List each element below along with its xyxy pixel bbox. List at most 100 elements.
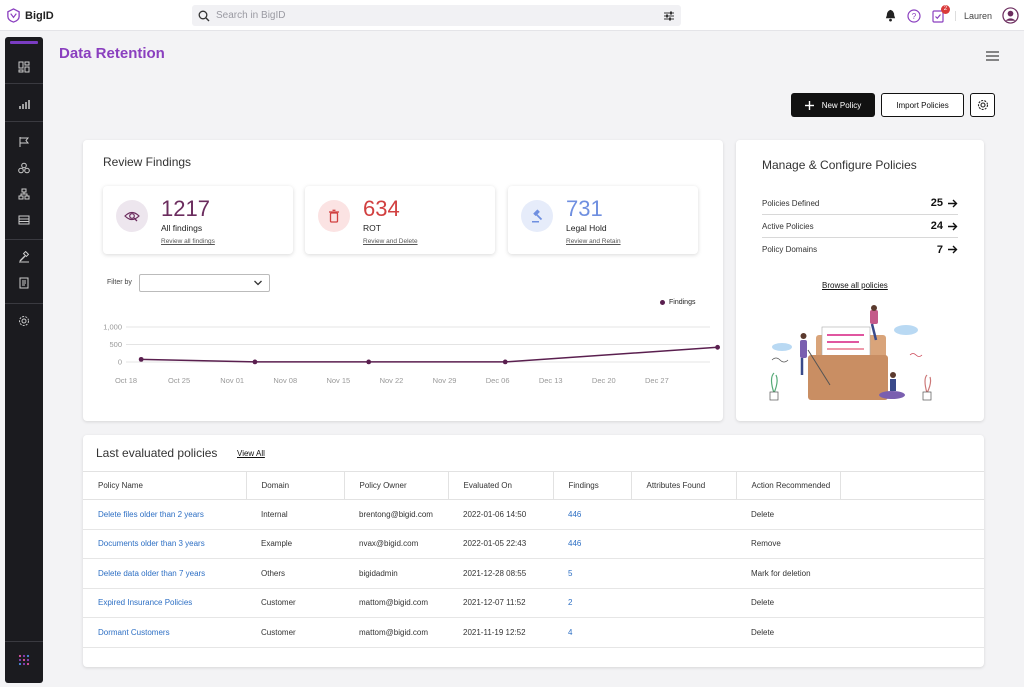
x-tick-label: Dec 27 [645, 376, 669, 385]
bigid-logo-icon [7, 8, 20, 23]
settings-button[interactable] [970, 93, 995, 117]
evaluated-on-cell: 2021-11-19 12:52 [448, 617, 553, 648]
sidebar-item-documents[interactable] [14, 273, 34, 293]
table-row[interactable]: Delete files older than 2 years Internal… [83, 499, 984, 530]
document-list-icon [19, 277, 29, 289]
search-input[interactable]: Search in BigID [192, 5, 681, 26]
policy-name-link[interactable]: Delete files older than 2 years [83, 499, 246, 530]
policy-name-link[interactable]: Expired Insurance Policies [83, 588, 246, 618]
review-and-delete-link[interactable]: Review and Delete [363, 238, 418, 245]
column-header[interactable]: Attributes Found [631, 471, 737, 500]
policies-defined-row[interactable]: Policies Defined 25 [762, 192, 958, 215]
legend-label: Findings [669, 299, 696, 306]
findings-link[interactable]: 5 [553, 558, 631, 589]
app-logo[interactable]: BigID [6, 8, 54, 23]
folder-illustration-icon [769, 305, 932, 401]
search-icon [198, 10, 210, 21]
sidebar-item-dashboard[interactable] [14, 57, 34, 77]
owner-cell: bigidadmin [344, 558, 448, 589]
stat-label: Legal Hold [566, 223, 607, 233]
help-icon[interactable]: ? [907, 8, 921, 23]
legend-dot [660, 300, 665, 305]
attributes-cell [631, 499, 736, 530]
new-policy-button[interactable]: New Policy [791, 93, 875, 117]
chart-legend: Findings [660, 299, 695, 306]
stat-card-legal-hold[interactable]: 731 Legal Hold Review and Retain [508, 186, 698, 254]
stat-icon-circle [318, 200, 350, 232]
findings-link[interactable]: 446 [553, 529, 631, 559]
action-cell: Delete [736, 617, 840, 648]
y-tick-label: 0 [118, 358, 122, 367]
import-policies-button[interactable]: Import Policies [881, 93, 964, 117]
evaluated-on-cell: 2021-12-07 11:52 [448, 588, 553, 618]
sidebar-item-remediation[interactable] [14, 247, 34, 267]
stat-label: ROT [363, 223, 381, 233]
grid-dots-icon [18, 654, 30, 666]
review-and-retain-link[interactable]: Review and Retain [566, 238, 621, 245]
table-row[interactable]: Expired Insurance Policies Customer matt… [83, 588, 984, 618]
gear-icon [977, 99, 988, 111]
column-header-empty [840, 471, 984, 500]
sidebar-item-settings[interactable] [14, 311, 34, 331]
review-findings-title: Review Findings [103, 155, 192, 169]
column-header[interactable]: Findings [553, 471, 632, 500]
attributes-cell [631, 588, 736, 618]
sidebar-divider [5, 83, 43, 84]
owner-cell: nvax@bigid.com [344, 529, 448, 559]
filter-sliders-icon[interactable] [663, 10, 675, 22]
column-header[interactable]: Action Recommended [736, 471, 841, 500]
evaluated-on-cell: 2021-12-28 08:55 [448, 558, 553, 589]
table-row[interactable]: Dormant Customers Customer mattom@bigid.… [83, 617, 984, 648]
policy-name-link[interactable]: Dormant Customers [83, 617, 246, 648]
browse-all-policies-link[interactable]: Browse all policies [822, 281, 888, 290]
tasks-button[interactable]: 2 [931, 4, 950, 23]
data-point [138, 356, 144, 362]
review-all-findings-link[interactable]: Review all findings [161, 238, 215, 245]
findings-link[interactable]: 2 [553, 588, 631, 618]
view-all-link[interactable]: View All [237, 449, 265, 458]
import-policies-label: Import Policies [896, 100, 949, 110]
column-header[interactable]: Evaluated On [448, 471, 554, 500]
avatar-icon[interactable] [1002, 7, 1019, 24]
domain-cell: Example [246, 529, 344, 559]
x-tick-label: Dec 20 [592, 376, 616, 385]
app-launcher-button[interactable] [14, 650, 34, 670]
row-label: Policy Domains [762, 245, 818, 254]
table-row[interactable]: Documents older than 3 years Example nva… [83, 529, 984, 559]
user-name[interactable]: Lauren [954, 10, 992, 21]
findings-link[interactable]: 446 [553, 499, 631, 530]
x-tick-label: Nov 01 [220, 376, 244, 385]
x-tick-label: Nov 22 [380, 376, 404, 385]
arrow-right-icon [948, 199, 958, 207]
stat-card-all-findings[interactable]: 1217 All findings Review all findings [103, 186, 293, 254]
dashboard-icon [18, 61, 30, 73]
filter-select[interactable] [139, 274, 270, 292]
stat-value: 1217 [161, 196, 210, 221]
owner-cell: mattom@bigid.com [344, 617, 448, 648]
stat-icon-circle [116, 200, 148, 232]
policies-table: Policy Name Domain Policy Owner Evaluate… [83, 471, 984, 648]
active-policies-row[interactable]: Active Policies 24 [762, 215, 958, 238]
policy-name-link[interactable]: Documents older than 3 years [83, 529, 246, 559]
findings-line-chart: 1,000 500 0 Oct 18 Oct 25 Nov 01 Nov 08 Nov 15 N… [103, 323, 720, 385]
policy-domains-row[interactable]: Policy Domains 7 [762, 238, 958, 261]
stat-card-rot[interactable]: 634 ROT Review and Delete [305, 186, 495, 254]
findings-link[interactable]: 4 [553, 617, 631, 648]
app-name: BigID [25, 9, 54, 22]
column-header[interactable]: Policy Name [83, 471, 247, 500]
bell-icon[interactable] [884, 9, 897, 22]
column-header[interactable]: Domain [246, 471, 345, 500]
y-tick-label: 1,000 [103, 323, 122, 332]
column-header[interactable]: Policy Owner [344, 471, 449, 500]
sidebar-item-hierarchy[interactable] [14, 184, 34, 204]
policy-name-link[interactable]: Delete data older than 7 years [83, 558, 246, 589]
menu-button[interactable] [986, 48, 999, 66]
sidebar-item-policies[interactable] [14, 132, 34, 152]
sidebar-item-clusters[interactable] [14, 158, 34, 178]
sidebar-item-reports[interactable] [14, 94, 34, 114]
x-tick-label: Dec 06 [486, 376, 510, 385]
svg-text:?: ? [912, 12, 917, 21]
gear-icon [19, 316, 29, 326]
table-row[interactable]: Delete data older than 7 years Others bi… [83, 558, 984, 589]
sidebar-item-storage[interactable] [14, 210, 34, 230]
